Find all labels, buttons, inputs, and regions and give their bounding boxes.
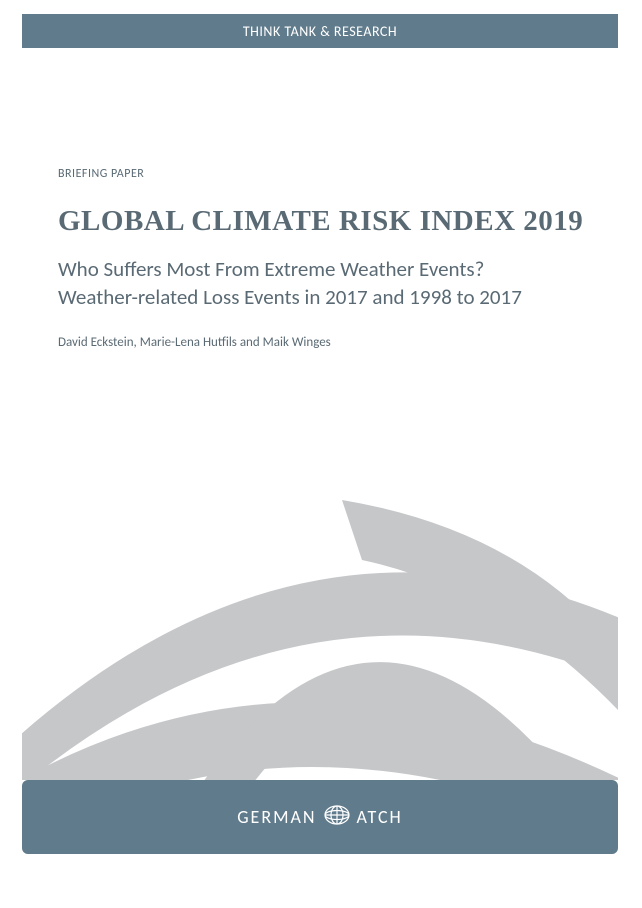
subtitle-line-1: Who Suffers Most From Extreme Weather Ev… — [58, 256, 484, 282]
subtitle-line-2: Weather-related Loss Events in 2017 and … — [58, 284, 522, 310]
footer-org-left: GERMAN — [237, 806, 316, 828]
globe-icon — [323, 801, 351, 834]
header-banner-text: THINK TANK & RESEARCH — [243, 23, 397, 40]
globe-arcs-icon — [22, 470, 618, 780]
document-type-label: BRIEFING PAPER — [58, 167, 144, 181]
footer-org-right: ATCH — [357, 806, 403, 828]
page-title: GLOBAL CLIMATE RISK INDEX 2019 — [58, 205, 583, 238]
footer-banner: GERMAN ATCH — [22, 780, 618, 854]
page-root: THINK TANK & RESEARCH BRIEFING PAPER GLO… — [0, 0, 642, 908]
page-subtitle: Who Suffers Most From Extreme Weather Ev… — [58, 255, 522, 312]
background-globe-art — [22, 470, 618, 780]
header-banner: THINK TANK & RESEARCH — [22, 14, 618, 48]
authors-line: David Eckstein, Marie-Lena Hutfils and M… — [58, 335, 331, 350]
